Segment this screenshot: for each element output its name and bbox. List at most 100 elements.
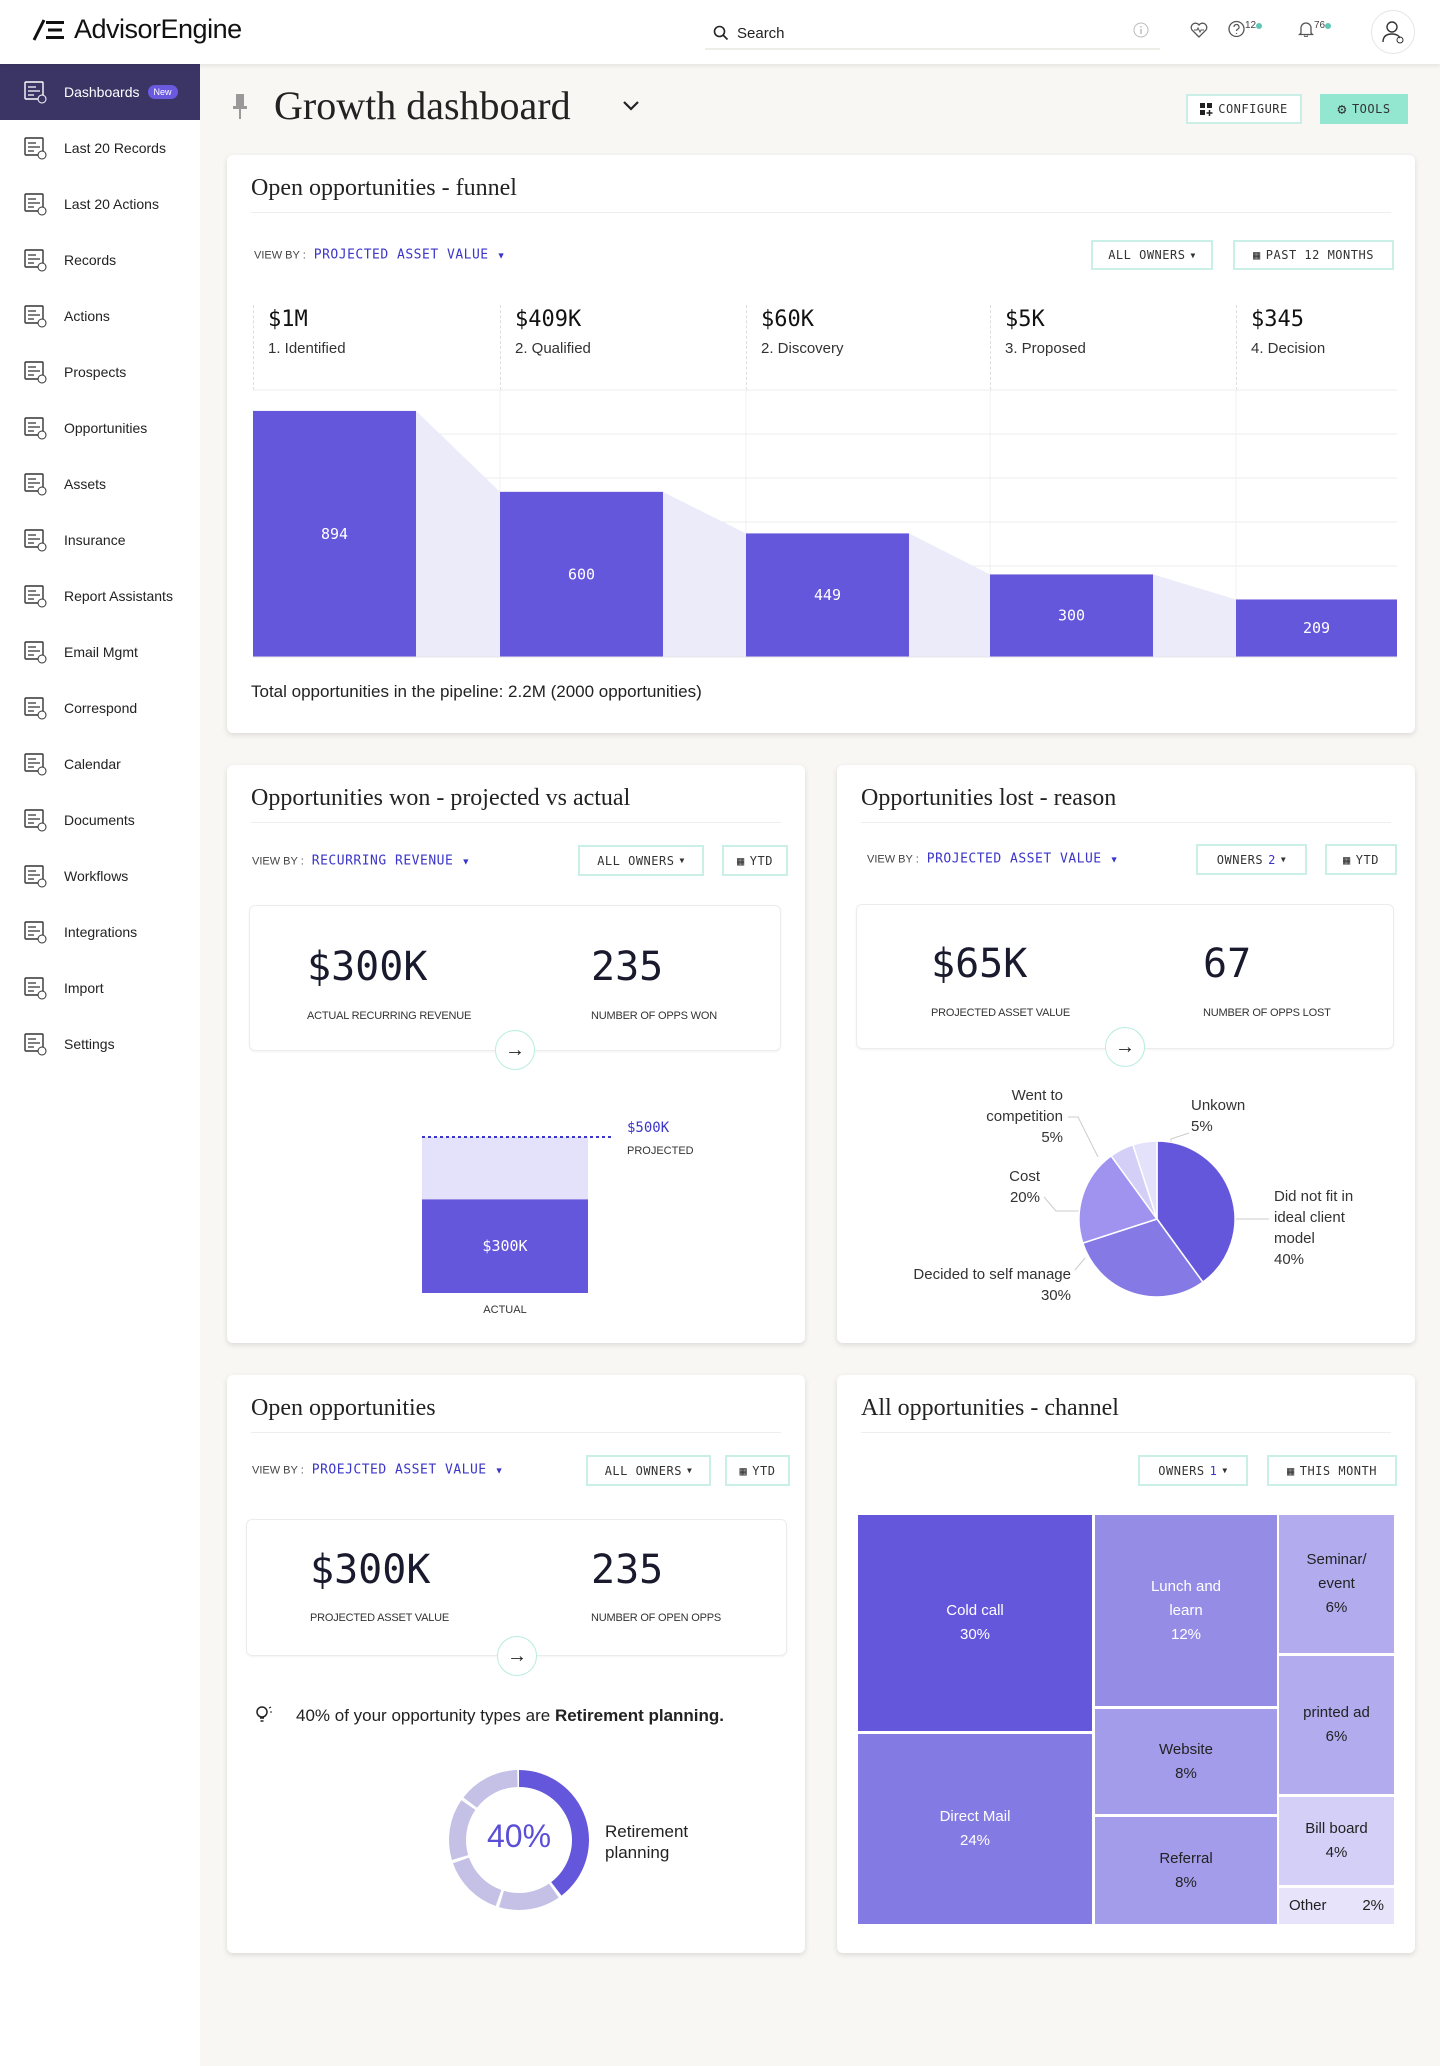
owners-dropdown[interactable]: ALL OWNERS ▼ (1091, 240, 1213, 270)
treemap-cell-other[interactable]: Other 2% (1279, 1888, 1394, 1924)
funnel-bar-label: 894 (321, 525, 348, 543)
sidebar-item-import[interactable]: Import (0, 960, 200, 1016)
sidebar-item-assets[interactable]: Assets (0, 456, 200, 512)
view-by-selector[interactable]: VIEW BY : PROEJCTED ASSET VALUE ▼ (252, 1463, 504, 1478)
pie-slice[interactable] (1131, 1140, 1158, 1220)
funnel-bar[interactable] (253, 410, 416, 657)
configure-label: CONFIGURE (1218, 102, 1288, 116)
sidebar-item-correspond[interactable]: Correspond (0, 680, 200, 736)
treemap-cell-website[interactable]: Website 8% (1095, 1709, 1277, 1814)
sidebar-item-email-mgmt[interactable]: Email Mgmt (0, 624, 200, 680)
view-by-value[interactable]: PROEJCTED ASSET VALUE (311, 1462, 487, 1478)
title-chevron-down-icon[interactable] (622, 100, 640, 112)
period-dropdown[interactable]: ▦ YTD (722, 845, 788, 876)
slice-pct: 20% (1009, 1189, 1040, 1206)
sidebar-item-last-20-records[interactable]: Last 20 Records (0, 120, 200, 176)
view-by-selector[interactable]: VIEW BY : RECURRING REVENUE ▼ (252, 854, 470, 869)
sidebar-item-records[interactable]: Records (0, 232, 200, 288)
funnel-card: Open opportunities - funnel VIEW BY : PR… (227, 155, 1415, 733)
help-button[interactable]: 12 (1228, 20, 1263, 41)
sidebar-item-dashboards[interactable]: Dashboards New (0, 64, 200, 120)
user-icon (1382, 21, 1404, 44)
funnel-bar[interactable] (500, 491, 663, 657)
treemap-cell-direct-mail[interactable]: Direct Mail 24% (858, 1734, 1092, 1924)
donut-segment[interactable] (499, 1883, 559, 1910)
view-by-selector[interactable]: VIEW BY : PROJECTED ASSET VALUE ▼ (254, 248, 506, 263)
owners-label: ALL OWNERS (604, 1463, 682, 1478)
pie-slice[interactable] (1156, 1140, 1236, 1284)
health-heart-icon[interactable] (1190, 22, 1208, 38)
stage-label: 2. Qualified (515, 340, 591, 357)
details-arrow-button[interactable]: → (497, 1636, 537, 1676)
treemap-cell-cold-call[interactable]: Cold call 30% (858, 1515, 1092, 1731)
brand-logo[interactable]: AdvisorEngine (32, 14, 242, 45)
details-arrow-button[interactable]: → (1105, 1027, 1145, 1067)
brand-name: AdvisorEngine (74, 14, 242, 44)
pie-slice[interactable] (1078, 1154, 1159, 1245)
actual-caption: ACTUAL (483, 1304, 527, 1316)
card-title: Open opportunities (251, 1395, 436, 1421)
notifications-button[interactable]: 76 (1297, 20, 1332, 41)
user-avatar[interactable] (1371, 10, 1415, 54)
actual-bar[interactable] (422, 1199, 588, 1293)
advisorengine-logo-icon (32, 18, 64, 41)
treemap-cell-lunch-and-learn[interactable]: Lunch and learn 12% (1095, 1515, 1277, 1706)
donut-segment[interactable] (452, 1857, 502, 1907)
sidebar-item-label: Prospects (64, 364, 127, 380)
sidebar-item-label: Report Assistants (64, 588, 173, 604)
treemap-cell-seminar-event[interactable]: Seminar/ event 6% (1279, 1515, 1394, 1653)
stage-amount: $409K (515, 307, 582, 332)
kpi-actual-label: ACTUAL RECURRING REVENUE (307, 1010, 472, 1022)
sidebar-item-calendar[interactable]: Calendar (0, 736, 200, 792)
funnel-connector (416, 410, 500, 657)
period-dropdown[interactable]: ▦ YTD (1325, 844, 1397, 875)
pin-icon[interactable] (232, 94, 248, 120)
stage-label: 1. Identified (268, 340, 346, 357)
period-dropdown[interactable]: ▦ PAST 12 MONTHS (1233, 240, 1394, 270)
donut-segment[interactable] (463, 1770, 518, 1808)
sidebar-item-opportunities[interactable]: Opportunities (0, 400, 200, 456)
pie-label-competition: Went to competition 5% (963, 1085, 1063, 1148)
kpi-value: $300K (310, 1547, 431, 1593)
sidebar-item-insurance[interactable]: Insurance (0, 512, 200, 568)
slice-pct: 5% (1041, 1129, 1063, 1146)
sidebar-item-actions[interactable]: Actions (0, 288, 200, 344)
sidebar-item-settings[interactable]: Settings (0, 1016, 200, 1072)
view-by-value[interactable]: PROJECTED ASSET VALUE (926, 851, 1102, 867)
sidebar-item-report-assistants[interactable]: Report Assistants (0, 568, 200, 624)
integrations-icon (24, 921, 47, 944)
funnel-stage-header: $345 4. Decision (1236, 305, 1397, 390)
period-label: THIS MONTH (1299, 1463, 1377, 1478)
pie-slice[interactable] (1081, 1218, 1204, 1298)
period-dropdown[interactable]: ▦ YTD (725, 1455, 790, 1486)
donut-segment[interactable] (449, 1800, 476, 1860)
cell-pct: 8% (1175, 1764, 1197, 1782)
donut-segment-highlight[interactable] (519, 1770, 589, 1896)
leader-line (1074, 1257, 1086, 1271)
sidebar-item-integrations[interactable]: Integrations (0, 904, 200, 960)
treemap-cell-referral[interactable]: Referral 8% (1095, 1817, 1277, 1924)
tools-button[interactable]: ⚙ TOOLS (1320, 94, 1408, 124)
sidebar-item-documents[interactable]: Documents (0, 792, 200, 848)
sidebar-item-workflows[interactable]: Workflows (0, 848, 200, 904)
configure-button[interactable]: CONFIGURE (1186, 94, 1302, 124)
view-by-selector[interactable]: VIEW BY : PROJECTED ASSET VALUE ▼ (867, 852, 1119, 867)
owners-dropdown[interactable]: OWNERS 1 ▼ (1138, 1455, 1248, 1486)
view-by-value[interactable]: PROJECTED ASSET VALUE (313, 247, 489, 263)
search-input[interactable]: Search (705, 18, 1160, 50)
funnel-stage-header: $409K 2. Qualified (500, 305, 746, 390)
owners-dropdown[interactable]: ALL OWNERS ▼ (586, 1455, 711, 1486)
owners-dropdown[interactable]: ALL OWNERS ▼ (578, 845, 704, 876)
funnel-bar[interactable] (990, 574, 1153, 657)
funnel-bar[interactable] (746, 533, 909, 657)
info-icon[interactable] (1133, 22, 1149, 38)
period-dropdown[interactable]: ▦ THIS MONTH (1267, 1455, 1397, 1486)
sidebar-item-prospects[interactable]: Prospects (0, 344, 200, 400)
owners-dropdown[interactable]: OWNERS 2 ▼ (1196, 844, 1307, 875)
sidebar-item-last-20-actions[interactable]: Last 20 Actions (0, 176, 200, 232)
view-by-value[interactable]: RECURRING REVENUE (311, 853, 454, 869)
funnel-bar[interactable] (1236, 599, 1397, 657)
treemap-cell-printed-ad[interactable]: printed ad 6% (1279, 1656, 1394, 1794)
treemap-cell-bill-board[interactable]: Bill board 4% (1279, 1797, 1394, 1885)
details-arrow-button[interactable]: → (495, 1030, 535, 1070)
